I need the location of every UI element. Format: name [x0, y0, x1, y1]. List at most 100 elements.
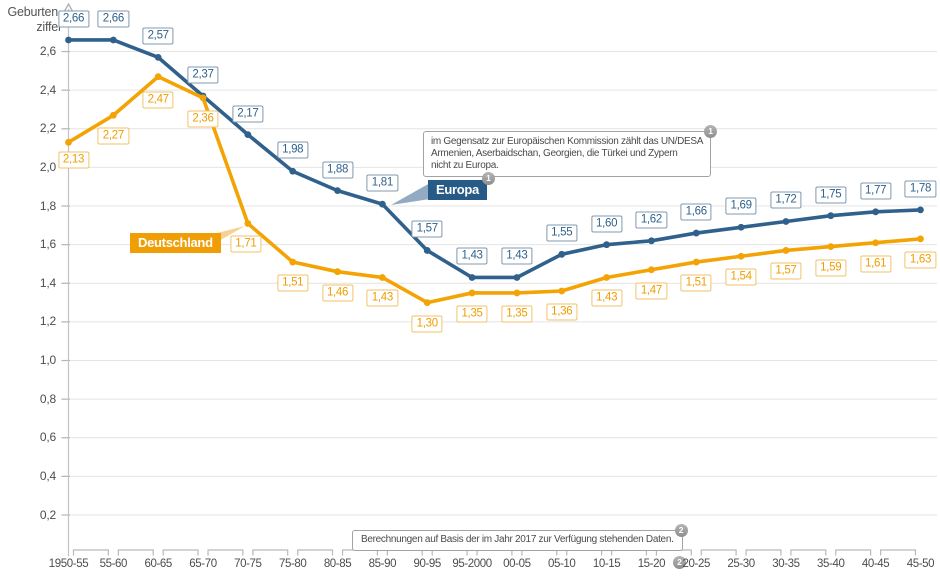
footnote-2-badge: 2 — [674, 524, 688, 537]
x-tick-bracket — [252, 549, 289, 556]
value-label: 1,81 — [366, 174, 398, 192]
x-tick-bracket — [700, 549, 737, 556]
europa-callout-pointer — [391, 183, 430, 205]
x-tick-label: 95-2000 — [452, 558, 492, 570]
x-tick-label: 05-10 — [548, 558, 576, 570]
data-point-deutschland — [289, 258, 297, 266]
value-label: 1,88 — [321, 161, 354, 179]
x-tick-label: 55-60 — [99, 558, 128, 570]
value-label: 2,47 — [142, 91, 174, 109]
value-label: 2,66 — [97, 10, 129, 28]
data-point-deutschland — [513, 289, 521, 297]
data-point-europa — [737, 223, 745, 231]
value-label: 1,71 — [230, 235, 262, 253]
x-tick-bracket — [72, 549, 109, 556]
y-tick-label: 0,6 — [39, 430, 56, 445]
value-label: 1,75 — [815, 186, 847, 204]
y-axis-title: Geburten- ziffer — [0, 5, 63, 34]
value-label: 1,77 — [860, 182, 892, 200]
value-label: 2,13 — [57, 151, 90, 169]
value-label: 1,54 — [725, 268, 757, 286]
x-tick-label: 45-50 — [906, 558, 935, 570]
x-tick-label: 40-45 — [861, 558, 890, 570]
value-label: 2,36 — [187, 110, 219, 128]
data-point-europa — [917, 206, 924, 214]
y-tick-label: 1,0 — [39, 353, 56, 368]
data-point-europa — [872, 208, 880, 216]
value-label: 2,37 — [187, 66, 219, 84]
data-point-europa — [65, 36, 72, 44]
value-label: 1,66 — [680, 203, 712, 221]
x-tick-bracket — [835, 549, 872, 556]
value-label: 1,43 — [501, 247, 533, 265]
value-label: 1,46 — [321, 284, 354, 302]
annotation-data-basis: Berechnungen auf Basis der im Jahr 2017 … — [352, 524, 688, 551]
x-tick-bracket — [880, 549, 917, 556]
y-axis-arrow-icon — [62, 2, 75, 14]
x-tick-label: 70-75 — [234, 558, 262, 570]
data-point-europa — [244, 131, 252, 138]
x-tick-label: 25-30 — [727, 558, 755, 570]
data-point-europa — [692, 229, 700, 237]
value-label: 1,62 — [635, 211, 667, 229]
data-point-europa — [468, 274, 476, 281]
x-tick-label: 1950-55 — [48, 558, 89, 570]
x-tick-label: 15-20 — [637, 558, 666, 570]
value-label: 1,59 — [815, 259, 847, 277]
value-label: 1,36 — [546, 303, 578, 321]
y-tick-label: 0,2 — [39, 507, 56, 522]
series-label-deutschland-text: Deutschland — [138, 235, 213, 250]
value-label: 1,51 — [680, 274, 712, 292]
y-axis-title-line2: ziffer — [36, 19, 62, 34]
value-label: 1,69 — [725, 197, 757, 215]
data-point-deutschland — [737, 252, 745, 260]
footnote-2-badge-xaxis: 2 — [673, 556, 686, 569]
value-label: 1,98 — [277, 141, 309, 159]
y-tick-label: 1,2 — [39, 314, 56, 329]
data-point-deutschland — [468, 289, 476, 297]
data-point-europa — [154, 53, 162, 61]
data-point-europa — [289, 167, 297, 175]
data-point-deutschland — [199, 94, 207, 102]
value-label: 1,78 — [904, 180, 937, 198]
data-point-deutschland — [109, 111, 117, 119]
data-point-europa — [423, 247, 431, 254]
annotation-line: Armenien, Aserbaidschan, Georgien, die T… — [431, 148, 678, 159]
value-label: 2,17 — [232, 105, 264, 123]
y-tick-label: 2,4 — [39, 82, 56, 97]
data-point-europa — [827, 212, 835, 220]
series-label-europa: Europa 1 — [428, 172, 495, 200]
data-point-deutschland — [603, 274, 610, 281]
value-label: 1,57 — [770, 262, 802, 280]
data-point-deutschland — [782, 247, 790, 254]
data-point-deutschland — [692, 258, 700, 266]
value-label: 2,57 — [142, 27, 174, 45]
value-label: 1,60 — [590, 215, 623, 233]
data-point-europa — [603, 241, 610, 249]
x-tick-bracket — [117, 549, 154, 556]
data-point-europa — [648, 237, 655, 245]
data-point-deutschland — [558, 287, 566, 295]
x-tick-label: 65-70 — [189, 558, 217, 570]
y-tick-label: 2,2 — [39, 121, 56, 136]
data-point-deutschland — [423, 299, 431, 306]
x-tick-bracket — [162, 549, 199, 556]
data-point-europa — [782, 218, 790, 225]
value-label: 1,35 — [456, 305, 488, 323]
annotation-line: nicht zu Europa. — [431, 160, 499, 171]
annotation-text: Berechnungen auf Basis der im Jahr 2017 … — [361, 534, 674, 545]
data-point-deutschland — [154, 73, 162, 81]
data-point-europa — [378, 200, 386, 208]
data-point-europa — [334, 187, 341, 194]
x-tick-bracket — [745, 549, 782, 556]
value-label: 1,43 — [366, 289, 398, 307]
x-tick-label: 75-80 — [278, 558, 307, 570]
data-point-deutschland — [872, 239, 880, 247]
x-tick-label: 30-35 — [772, 558, 800, 570]
data-point-deutschland — [648, 266, 655, 274]
value-label: 1,61 — [860, 255, 892, 273]
data-point-deutschland — [378, 274, 386, 281]
value-label: 1,47 — [635, 282, 667, 300]
x-tick-bracket — [297, 549, 334, 556]
